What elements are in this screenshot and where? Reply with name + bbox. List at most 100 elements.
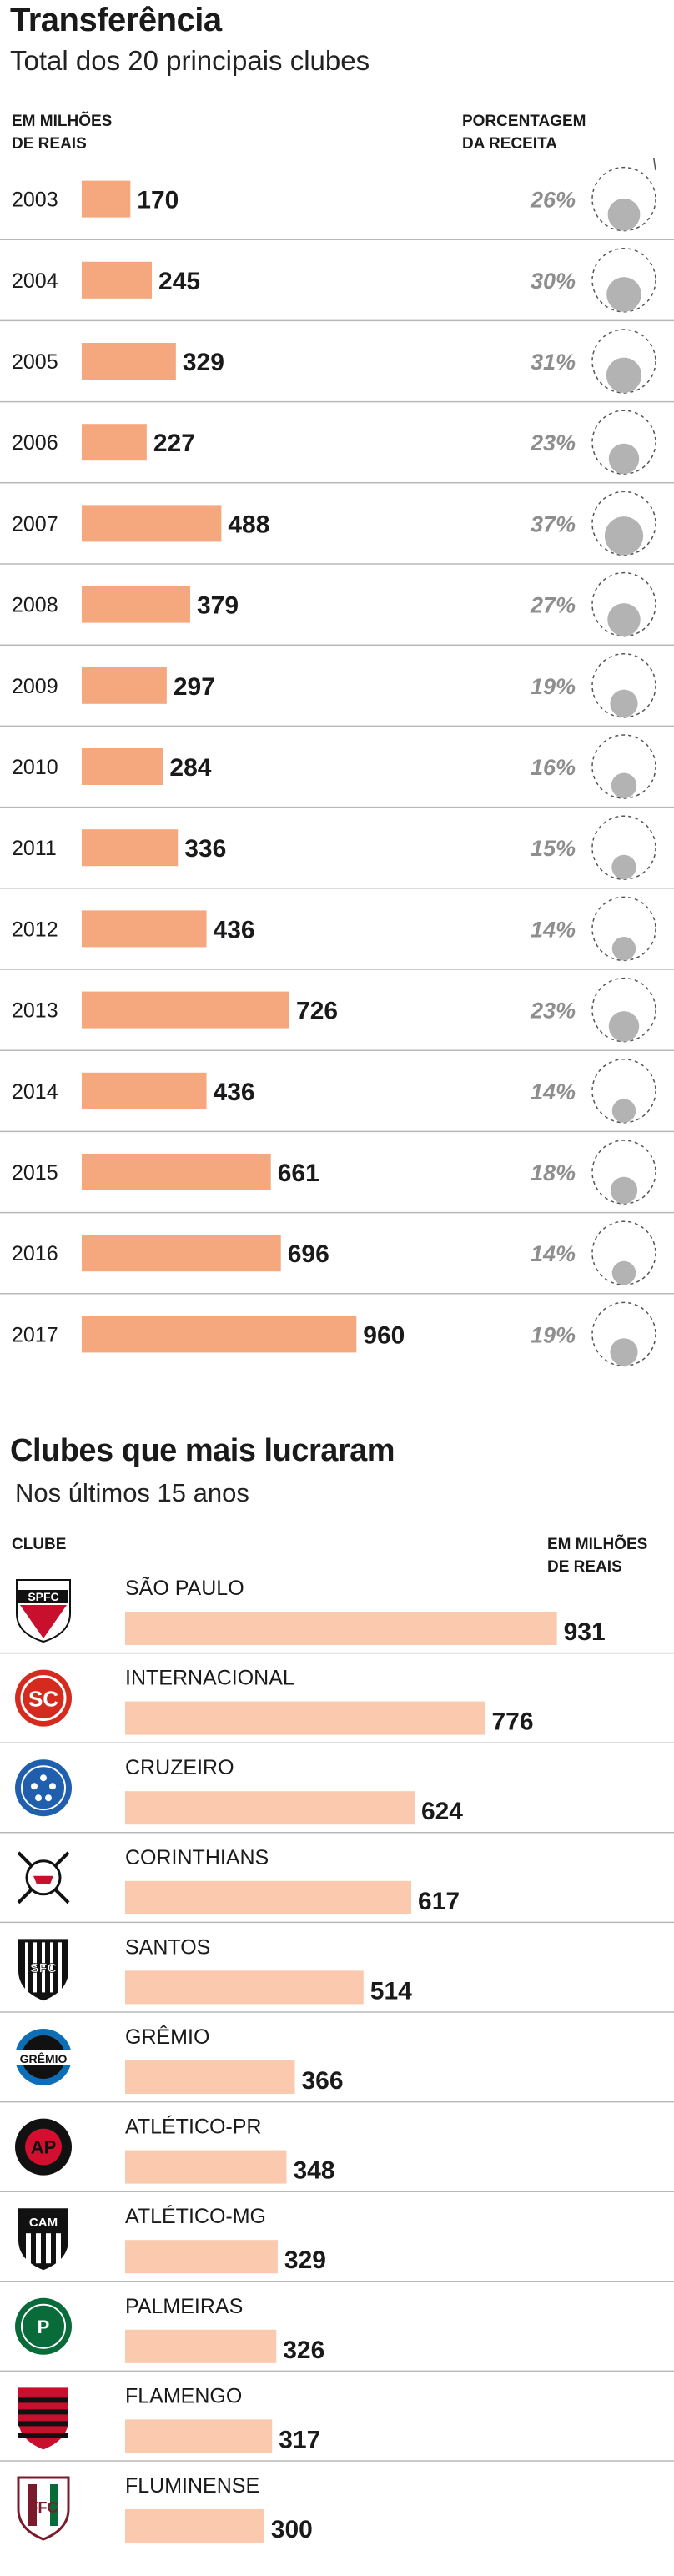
year-label: 2011: [12, 837, 57, 860]
bar-2016: [82, 1235, 281, 1272]
percent-label: 19%: [531, 674, 576, 699]
crest-flag: [33, 1875, 53, 1884]
bar-2005: [82, 343, 176, 380]
bar-2011: [82, 829, 179, 867]
club-name: GRÊMIO: [125, 2025, 209, 2049]
value-label: 696: [288, 1240, 329, 1268]
percent-label: 19%: [531, 1322, 576, 1347]
crest-monogram: FFC: [29, 2499, 58, 2516]
percent-label: 16%: [531, 755, 576, 780]
value-label: 776: [491, 1708, 533, 1736]
crest-stripe: [50, 1942, 53, 1993]
clubs-bar-chart: SPFC SÃO PAULO 931 SC INTERNACIONAL 776 CRUZEI…: [0, 1576, 674, 2543]
crest-star: [49, 1783, 56, 1790]
bar-2017: [82, 1316, 357, 1353]
crest-stripe: [36, 2233, 41, 2264]
value-unit-header: EM MILHÕES DE REAIS: [12, 110, 112, 155]
year-label: 2017: [12, 1323, 58, 1346]
crest-star: [35, 1794, 42, 1802]
value-label: 227: [153, 430, 195, 457]
crest-text: SPFC: [28, 1590, 58, 1603]
percent-reference-circle: [591, 166, 656, 232]
value-label: 379: [197, 592, 239, 620]
percent-label: 31%: [531, 350, 576, 375]
value-label: 300: [271, 2516, 313, 2543]
club-name: ATLÉTICO-PR: [125, 2115, 261, 2139]
value-label: 326: [283, 2337, 324, 2364]
percent-circle-2004: [606, 277, 641, 312]
year-label: 2012: [12, 918, 58, 941]
crest-stripe: [33, 1942, 37, 1993]
bar-club: [125, 2419, 273, 2453]
crest-star: [40, 1774, 47, 1782]
crest-ring: [21, 1765, 66, 1811]
percent-reference-circle: [591, 410, 656, 475]
santos-crest-icon: SFC: [18, 1939, 68, 2001]
percent-circle-2008: [607, 603, 641, 636]
crest-stripe: [25, 1942, 28, 1993]
club-name: SÃO PAULO: [125, 1576, 244, 1600]
value-label: 317: [279, 2426, 320, 2453]
flamengo-crest-icon: [18, 2387, 68, 2450]
crest-stripe: [18, 2433, 68, 2438]
year-label: 2005: [12, 350, 58, 374]
year-label: 2008: [12, 594, 58, 617]
percent-circle-2007: [604, 516, 644, 556]
crest-ring: [20, 1675, 67, 1722]
year-label: 2013: [12, 999, 58, 1023]
club-value-unit-line-1: EM MILHÕES: [547, 1536, 648, 1553]
year-label: 2003: [12, 189, 58, 212]
bar-club: [125, 1612, 557, 1645]
percent-label: 23%: [530, 999, 576, 1024]
bar-2014: [82, 1072, 207, 1109]
percent-circle-2015: [610, 1176, 638, 1204]
crest-stripe: [18, 2409, 68, 2415]
percent-circle-2017: [610, 1338, 638, 1366]
percent-circle-2006: [608, 443, 640, 475]
internacional-crest-icon: SC: [15, 1669, 72, 1727]
bar-club: [125, 1791, 415, 1825]
club-name: CORINTHIANS: [125, 1846, 269, 1869]
bar-2006: [82, 424, 147, 461]
crest-stripe: [28, 2484, 37, 2526]
bar-club: [125, 2150, 287, 2184]
year-label: 2014: [12, 1080, 58, 1104]
percent-circle-2016: [611, 1260, 636, 1285]
value-label: 284: [169, 754, 211, 782]
bar-club: [125, 2329, 277, 2363]
gremio-crest-icon: GRÊMIO: [15, 2029, 72, 2085]
value-label: 488: [228, 511, 269, 538]
value-unit-line-1: EM MILHÕES: [12, 113, 113, 130]
transfer-bar-chart: 100%200317026%200424530%200532931%200622…: [0, 158, 674, 1367]
year-label: 2016: [12, 1242, 58, 1265]
bar-2012: [82, 910, 207, 948]
percent-reference-circle: [591, 1301, 656, 1367]
year-label: 2004: [12, 269, 58, 293]
crest-stripe: [50, 2484, 58, 2526]
bar-2007: [82, 505, 222, 542]
crest-stripe: [42, 1942, 45, 1993]
chart-title-clubes: Clubes que mais lucraram: [10, 1433, 395, 1468]
value-label: 436: [214, 1079, 255, 1106]
crest-disc: [15, 2297, 72, 2355]
percent-label: 18%: [531, 1160, 576, 1185]
crest-stripe: [46, 2233, 51, 2264]
crest-ring: [21, 2303, 66, 2349]
percent-circle-2010: [611, 772, 637, 798]
percent-header: PORCENTAGEM DA RECEITA: [462, 110, 586, 155]
percent-circle-2011: [611, 854, 636, 880]
percent-label: 23%: [530, 430, 576, 455]
chart-subtitle-clubes: Nos últimos 15 anos: [15, 1478, 249, 1507]
percent-circle-2005: [606, 357, 642, 393]
crest-inner: [25, 2128, 62, 2166]
value-unit-line-2: DE REAIS: [12, 135, 87, 153]
value-label: 617: [418, 1888, 460, 1915]
cruzeiro-crest-icon: [15, 1759, 72, 1817]
crest-monogram: P: [38, 2317, 50, 2337]
club-name: INTERNACIONAL: [125, 1667, 294, 1690]
bar-2003: [82, 180, 131, 218]
year-label: 2006: [12, 431, 58, 455]
crest-monogram: AP: [31, 2137, 57, 2158]
value-label: 960: [363, 1321, 405, 1349]
percent-reference-circle: [591, 1059, 656, 1124]
